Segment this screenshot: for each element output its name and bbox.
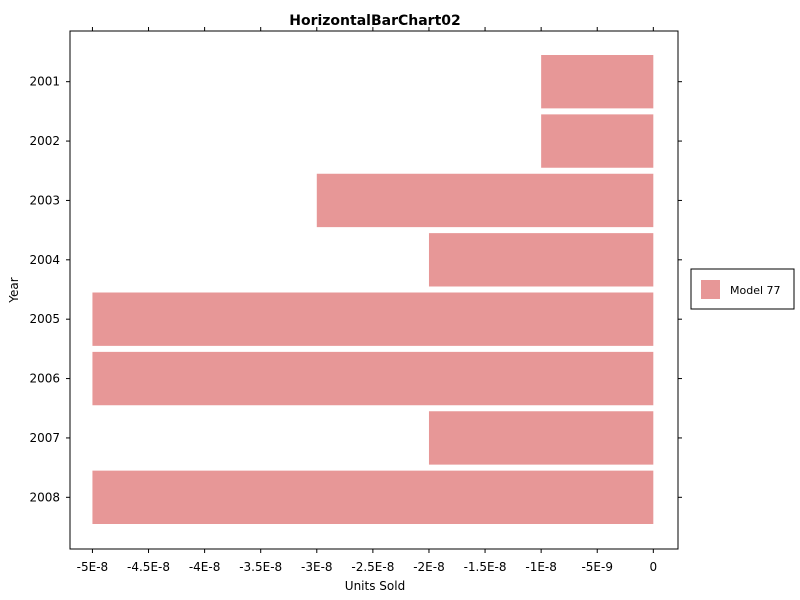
y-tick-label-2004: 2004 xyxy=(29,253,60,267)
x-tick-label-10: 0 xyxy=(650,560,658,574)
x-tick-label-2: -4E-8 xyxy=(189,560,221,574)
bar-2003 xyxy=(316,173,654,228)
x-axis-label: Units Sold xyxy=(345,579,405,593)
bar-2002 xyxy=(541,114,654,168)
legend-swatch-model-77 xyxy=(701,280,720,299)
bar-2007 xyxy=(428,411,654,465)
y-tick-label-2008: 2008 xyxy=(29,490,60,504)
x-tick-label-7: -1.5E-8 xyxy=(464,560,507,574)
x-tick-label-0: -5E-8 xyxy=(77,560,109,574)
x-tick-label-5: -2.5E-8 xyxy=(351,560,394,574)
y-axis-ticks: 2001 2002 2003 2004 2005 2006 2007 2008 xyxy=(29,75,682,504)
bar-2001 xyxy=(541,55,654,109)
y-tick-label-2006: 2006 xyxy=(29,372,60,386)
x-tick-label-3: -3.5E-8 xyxy=(239,560,282,574)
legend-label-model-77: Model 77 xyxy=(730,284,781,297)
bar-2004 xyxy=(428,233,654,287)
x-tick-label-8: -1E-8 xyxy=(525,560,557,574)
x-tick-label-6: -2E-8 xyxy=(413,560,445,574)
bar-2008 xyxy=(92,470,654,524)
bar-2005 xyxy=(92,292,654,346)
bar-2006 xyxy=(92,351,654,406)
y-axis-label: Year xyxy=(7,277,21,303)
x-tick-label-9: -5E-9 xyxy=(581,560,613,574)
x-tick-label-4: -3E-8 xyxy=(301,560,333,574)
bars-group xyxy=(92,55,654,524)
y-tick-label-2003: 2003 xyxy=(29,193,60,207)
y-tick-label-2007: 2007 xyxy=(29,431,60,445)
legend: Model 77 xyxy=(690,268,795,310)
chart-title: HorizontalBarChart02 xyxy=(289,13,461,29)
x-axis-ticks: -5E-8 -4.5E-8 -4E-8 -3.5E-8 -3E-8 -2.5E-8 -2E-… xyxy=(77,27,657,574)
y-tick-label-2002: 2002 xyxy=(29,134,60,148)
y-tick-label-2001: 2001 xyxy=(29,75,60,89)
y-tick-label-2005: 2005 xyxy=(29,312,60,326)
x-tick-label-1: -4.5E-8 xyxy=(127,560,170,574)
